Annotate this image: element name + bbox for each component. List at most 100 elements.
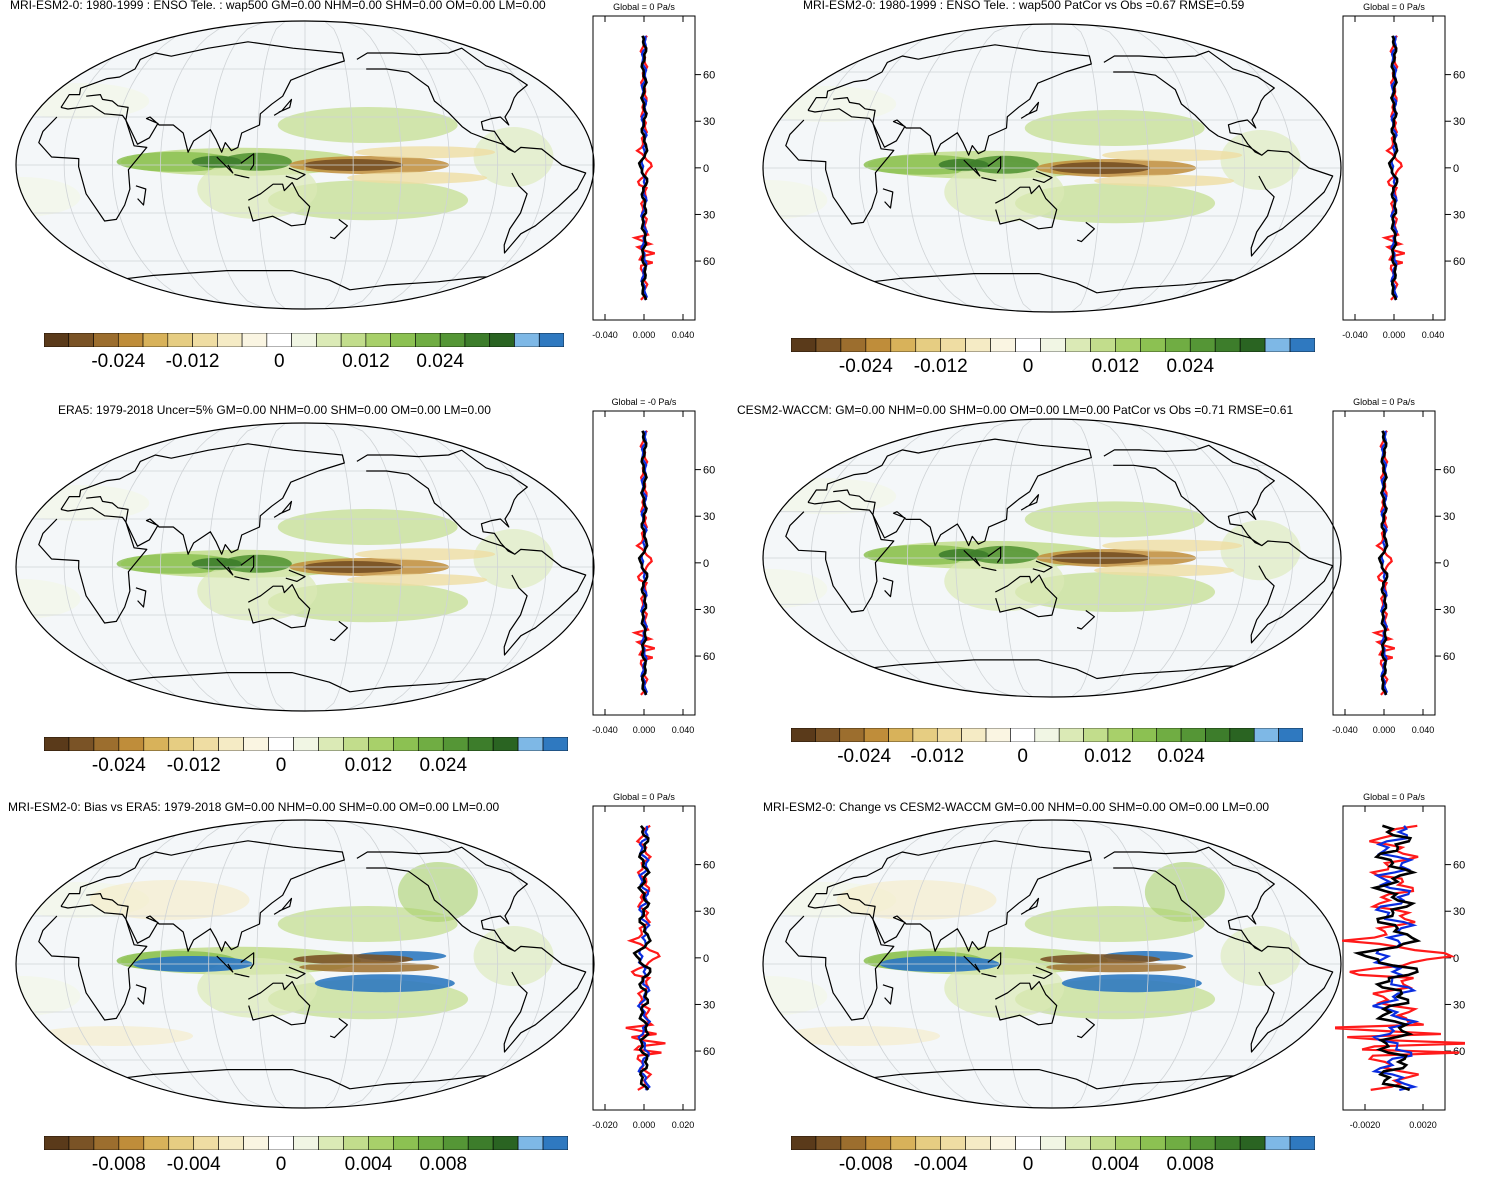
- colorbar-swatch: [1015, 338, 1041, 352]
- lat-tick: 0: [703, 558, 709, 570]
- colorbar-swatch: [93, 1136, 120, 1150]
- colorbar-swatch: [965, 1136, 991, 1150]
- x-tick: -0.040: [1332, 725, 1358, 735]
- colorbar-swatch: [865, 1136, 892, 1150]
- colorbar-swatch: [44, 1136, 70, 1150]
- zonal-line: [632, 824, 652, 1091]
- colorbar-swatch: [1058, 728, 1084, 742]
- colorbar-swatch: [343, 737, 369, 751]
- world-map: [15, 819, 595, 1109]
- colorbar-swatch: [415, 333, 441, 347]
- colorbar-swatch: [168, 1136, 195, 1150]
- colorbar-swatch: [915, 1136, 942, 1150]
- colorbar-swatch: [815, 338, 842, 352]
- colorbar-swatch: [340, 333, 367, 347]
- colorbar-swatch: [1189, 1136, 1216, 1150]
- zonal-title: Global = 0 Pa/s: [1353, 397, 1415, 407]
- world-map: [762, 418, 1342, 698]
- colorbar-swatch: [117, 333, 144, 347]
- panel-title: ERA5: 1979-2018 Uncer=5% GM=0.00 NHM=0.0…: [58, 403, 491, 417]
- colorbar-swatch: [193, 1136, 219, 1150]
- lat-tick: 30S: [703, 999, 715, 1011]
- colorbar-swatch: [1115, 338, 1141, 352]
- panel-4: CESM2-WACCM: GM=0.00 NHM=0.00 SHM=0.00 O…: [737, 395, 1489, 785]
- colorbar-label: 0.012: [342, 351, 390, 372]
- colorbar-label: 0: [1022, 356, 1034, 377]
- colorbar-swatch: [218, 737, 244, 751]
- colorbar-swatch: [489, 333, 515, 347]
- colorbar-label: 0.024: [1157, 746, 1205, 767]
- lat-tick: 30S: [703, 209, 715, 221]
- colorbar-swatch: [1289, 338, 1315, 352]
- colorbar-label: 0.012: [344, 755, 393, 776]
- zonal-mean-profile: Global = 0 Pa/s 60N 30N 0 30S 60S -0.020 0.000 0…: [592, 792, 715, 1130]
- zonal-line: [1387, 35, 1399, 301]
- colorbar-swatch: [343, 1136, 369, 1150]
- colorbar-swatch: [393, 737, 419, 751]
- colorbar-swatch: [291, 333, 317, 347]
- panel-title: CESM2-WACCM: GM=0.00 NHM=0.00 SHM=0.00 O…: [737, 403, 1294, 417]
- colorbar-swatch: [318, 737, 344, 751]
- colorbar-swatch: [467, 1136, 494, 1150]
- colorbar-swatch: [1180, 728, 1206, 742]
- panel-2: MRI-ESM2-0: 1980-1999 : ENSO Tele. : wap…: [745, 0, 1489, 390]
- x-tick: 0.040: [1412, 725, 1435, 735]
- colorbar-label: 0.024: [416, 351, 464, 372]
- colorbar-label: 0: [1022, 1154, 1034, 1175]
- colorbar-swatch: [791, 728, 816, 742]
- colorbar-swatch: [143, 737, 170, 751]
- colorbar-swatch: [1278, 728, 1303, 742]
- colorbar-swatch: [1289, 1136, 1315, 1150]
- colorbar-swatch: [492, 737, 519, 751]
- lat-tick: 0: [1453, 953, 1459, 965]
- colorbar-label: 0.024: [419, 755, 468, 776]
- lat-tick: 60N: [1453, 70, 1465, 82]
- zonal-line: [637, 35, 649, 301]
- colorbar-swatch: [44, 737, 70, 751]
- colorbar-label: 0: [275, 1154, 287, 1175]
- colorbar-label: -0.024: [91, 351, 146, 372]
- colorbar-swatch: [442, 737, 469, 751]
- x-tick: 0.000: [1373, 725, 1396, 735]
- colorbar-label: -0.024: [91, 755, 146, 776]
- lat-tick: 60S: [1443, 651, 1455, 663]
- colorbar-swatch: [517, 737, 544, 751]
- colorbar-swatch: [293, 1136, 319, 1150]
- colorbar-swatch: [1205, 728, 1231, 742]
- zonal-title: Global = -0 Pa/s: [612, 397, 677, 407]
- world-map: [15, 422, 595, 712]
- lat-tick: 0: [703, 163, 709, 175]
- x-tick: 0.0020: [1409, 1120, 1437, 1130]
- colorbar-label: -0.008: [91, 1154, 146, 1175]
- colorbar-swatch: [538, 333, 564, 347]
- colorbar-swatch: [1140, 338, 1166, 352]
- colorbar-label: -0.024: [837, 746, 892, 767]
- lat-tick: 30N: [1453, 116, 1465, 128]
- colorbar-swatch: [1115, 1136, 1141, 1150]
- colorbar-swatch: [1239, 1136, 1266, 1150]
- colorbar-label: 0: [275, 755, 287, 776]
- lat-tick: 60S: [703, 1046, 715, 1058]
- x-tick: 0.000: [633, 725, 656, 735]
- colorbar-label: 0.012: [1091, 356, 1140, 377]
- colorbar-swatch: [393, 1136, 419, 1150]
- colorbar: [44, 1136, 568, 1150]
- colorbar: [44, 333, 564, 347]
- colorbar-swatch: [936, 728, 962, 742]
- zonal-mean-profile: Global = 0 Pa/s 60N 30N 0 30S 60S -0.040 0.000 0…: [592, 2, 715, 340]
- colorbar-swatch: [464, 333, 491, 347]
- colorbar-swatch: [268, 737, 294, 751]
- colorbar-swatch: [241, 333, 268, 347]
- colorbar-swatch: [368, 737, 394, 751]
- colorbar-swatch: [1164, 338, 1191, 352]
- colorbar-swatch: [143, 1136, 170, 1150]
- colorbar-swatch: [1214, 338, 1241, 352]
- colorbar-swatch: [390, 333, 416, 347]
- colorbar-swatch: [268, 1136, 294, 1150]
- colorbar-label: 0.004: [344, 1154, 393, 1175]
- colorbar-swatch: [1140, 1136, 1166, 1150]
- colorbar-swatch: [863, 728, 889, 742]
- lat-tick: 60N: [703, 465, 715, 477]
- colorbar-swatch: [514, 333, 540, 347]
- colorbar-swatch: [840, 1136, 867, 1150]
